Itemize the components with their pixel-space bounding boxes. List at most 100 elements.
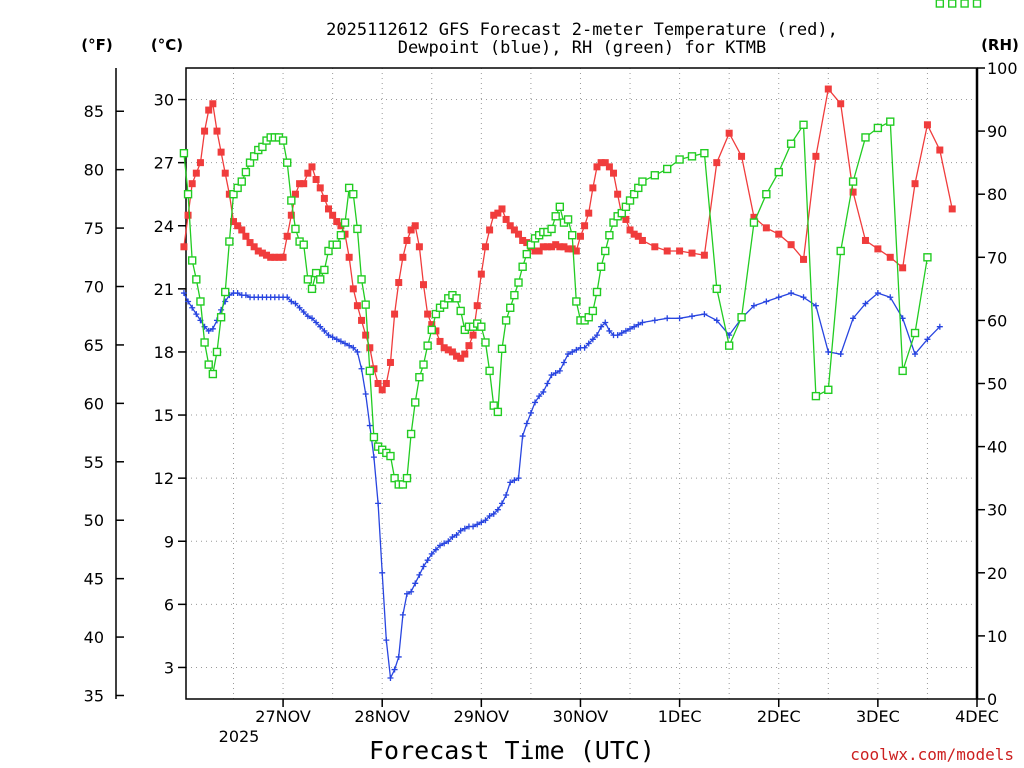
data-point	[788, 290, 795, 297]
fahrenheit-tick-label: 65	[84, 336, 104, 355]
data-point	[365, 366, 375, 376]
data-point	[415, 243, 423, 251]
data-point	[437, 542, 444, 549]
data-point	[183, 189, 193, 199]
data-point	[378, 386, 386, 394]
data-point	[812, 302, 819, 309]
data-point	[960, 0, 969, 8]
data-point	[369, 432, 379, 442]
data-point	[379, 569, 386, 576]
data-point	[407, 226, 415, 234]
data-point	[205, 106, 213, 114]
data-point	[362, 391, 369, 398]
x-tick-label: 29NOV	[454, 707, 510, 726]
data-point	[725, 129, 733, 137]
data-point	[312, 175, 320, 183]
data-point	[340, 218, 350, 227]
data-point	[539, 243, 547, 251]
data-point	[395, 279, 403, 287]
data-point	[461, 525, 468, 532]
data-point	[497, 344, 507, 353]
data-point	[317, 323, 324, 330]
data-point	[602, 319, 609, 326]
series-dewpoint	[181, 290, 943, 681]
data-point	[411, 398, 420, 407]
data-point	[237, 177, 246, 186]
data-point	[333, 336, 340, 343]
data-point	[800, 294, 807, 301]
fahrenheit-tick-label: 50	[84, 511, 104, 530]
data-point	[420, 563, 427, 570]
data-point	[403, 236, 411, 244]
data-point	[522, 249, 531, 259]
data-point	[300, 308, 307, 315]
data-point	[457, 354, 465, 362]
data-point	[750, 213, 758, 221]
data-point	[453, 531, 460, 538]
data-point	[836, 246, 845, 256]
data-point	[288, 298, 295, 305]
data-point	[267, 253, 275, 261]
data-point	[374, 380, 382, 387]
chart-title-line-2: Dewpoint (blue), RH (green) for KTMB	[398, 38, 766, 58]
data-point	[676, 315, 683, 322]
data-point	[382, 380, 390, 387]
data-point	[337, 338, 344, 345]
data-point	[445, 538, 452, 545]
series-2-meter-temperature	[180, 0, 981, 394]
data-point	[825, 348, 832, 355]
rh-tick-label: 10	[987, 627, 1007, 646]
data-point	[585, 209, 593, 217]
data-point	[408, 588, 415, 595]
data-point	[283, 232, 291, 240]
data-point	[775, 294, 782, 301]
data-point	[213, 127, 221, 135]
data-point	[923, 121, 931, 129]
data-point	[216, 313, 226, 322]
data-point	[518, 262, 527, 271]
data-point	[535, 247, 543, 255]
data-point	[375, 500, 382, 507]
data-point	[569, 348, 576, 355]
data-point	[307, 284, 317, 294]
x-tick-label: 4DEC	[955, 707, 999, 726]
data-point	[296, 180, 304, 188]
celsius-unit-label: (°C)	[151, 36, 183, 54]
data-point	[321, 327, 328, 334]
data-point	[523, 420, 530, 427]
rh-unit-label: (RH)	[981, 36, 1019, 54]
celsius-tick-label: 27	[154, 154, 174, 173]
data-point	[279, 253, 287, 261]
data-point	[325, 332, 332, 339]
data-point	[432, 546, 439, 553]
data-point	[774, 167, 783, 177]
data-point	[234, 290, 241, 297]
data-point	[201, 127, 209, 135]
x-tick-label: 30NOV	[553, 707, 609, 726]
data-point	[383, 637, 390, 644]
data-point	[494, 506, 501, 513]
data-point	[196, 159, 204, 167]
data-point	[424, 557, 431, 564]
data-point	[493, 407, 503, 417]
data-point	[204, 360, 213, 369]
data-point	[477, 322, 486, 331]
data-point	[948, 0, 957, 8]
data-point	[519, 433, 526, 440]
data-point	[490, 510, 497, 517]
data-point	[180, 290, 187, 297]
series-line	[183, 292, 941, 681]
data-point	[452, 294, 461, 303]
data-point	[230, 218, 238, 226]
data-point	[700, 251, 708, 259]
data-point	[502, 215, 510, 223]
data-point	[610, 169, 618, 177]
data-point	[329, 211, 337, 219]
data-point	[209, 100, 217, 108]
data-point	[824, 385, 833, 395]
data-point	[485, 366, 494, 376]
data-point	[588, 306, 598, 316]
data-point	[179, 148, 189, 158]
data-point	[428, 321, 436, 329]
data-point	[898, 366, 907, 376]
